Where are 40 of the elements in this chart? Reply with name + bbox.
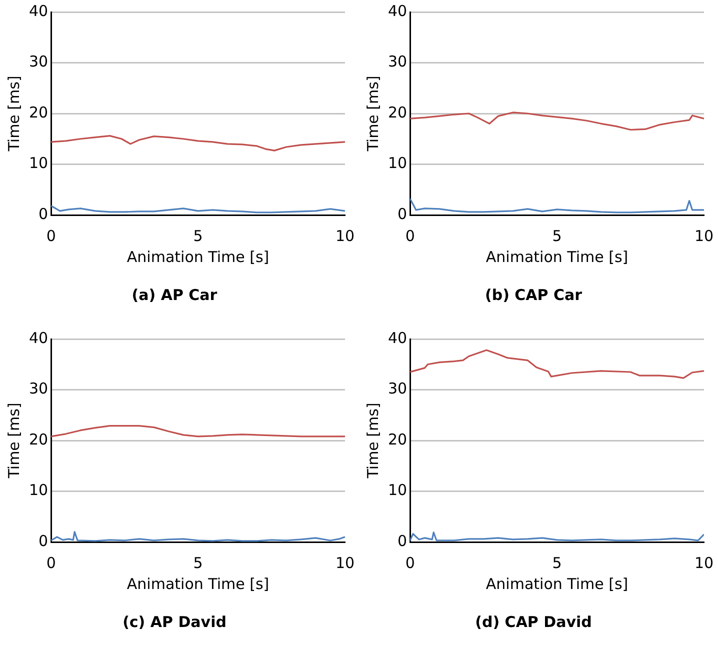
y-tick-label: 30 <box>28 52 48 71</box>
x-tick-label: 10 <box>335 226 355 245</box>
x-tick-label: 10 <box>694 226 714 245</box>
y-tick-label: 40 <box>388 328 408 347</box>
y-tick-label: 10 <box>388 154 408 172</box>
x-tick-label: 5 <box>193 226 203 245</box>
x-axis-title: Animation Time [s] <box>126 574 270 593</box>
y-tick-label: 20 <box>28 430 48 448</box>
y-tick-label: 30 <box>388 380 408 398</box>
y-tick-label: 0 <box>38 204 48 223</box>
y-tick-label: 10 <box>388 481 408 500</box>
y-axis-title: Time [ms] <box>364 76 382 152</box>
x-axis-title: Animation Time [s] <box>486 574 628 593</box>
text: (c) AP David <box>122 612 226 631</box>
x-tick-label: 10 <box>694 554 714 572</box>
y-axis-title: Time [ms] <box>4 402 23 480</box>
y-tick-label: 20 <box>388 430 408 448</box>
x-tick-label: 5 <box>552 554 562 572</box>
text: (d) CAP David <box>475 612 592 631</box>
text: (a) AP Car <box>132 286 218 304</box>
x-axis-title: Animation Time [s] <box>486 248 628 266</box>
text: (b) CAP Car <box>484 286 583 304</box>
x-tick-label: 10 <box>335 554 355 572</box>
y-tick-label: 20 <box>388 103 408 122</box>
y-tick-label: 40 <box>388 2 408 20</box>
y-tick-label: 0 <box>38 532 48 550</box>
y-axis-title: Time [ms] <box>4 76 23 152</box>
y-tick-label: 0 <box>398 532 408 550</box>
y-tick-label: 40 <box>28 328 48 347</box>
y-tick-label: 10 <box>28 481 48 500</box>
y-tick-label: 30 <box>28 380 48 398</box>
y-tick-label: 40 <box>28 2 48 20</box>
y-axis-title: Time [ms] <box>364 402 382 480</box>
y-tick-label: 30 <box>388 52 408 71</box>
x-tick-label: 5 <box>193 554 203 572</box>
x-axis-title: Animation Time [s] <box>126 248 270 266</box>
y-tick-label: 0 <box>398 204 408 223</box>
y-tick-label: 20 <box>28 103 48 122</box>
y-tick-label: 10 <box>28 154 48 172</box>
x-tick-label: 5 <box>552 226 562 245</box>
